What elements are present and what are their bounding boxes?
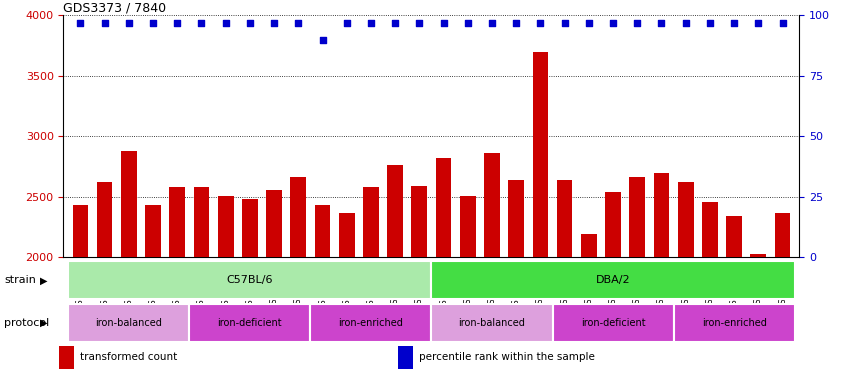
Bar: [315, 205, 331, 384]
Text: transformed count: transformed count: [80, 352, 178, 362]
Bar: [750, 254, 766, 384]
Text: iron-balanced: iron-balanced: [96, 318, 162, 328]
Point: [461, 20, 475, 26]
Bar: [194, 187, 209, 384]
Point: [703, 20, 717, 26]
Point: [340, 20, 354, 26]
Bar: [73, 205, 88, 384]
Point: [98, 20, 112, 26]
Point: [388, 20, 402, 26]
Point: [728, 20, 741, 26]
Text: GDS3373 / 7840: GDS3373 / 7840: [63, 1, 167, 14]
Bar: [411, 186, 427, 384]
Point: [655, 20, 668, 26]
Bar: [310, 303, 431, 342]
Text: iron-balanced: iron-balanced: [459, 318, 525, 328]
Bar: [69, 303, 190, 342]
Bar: [552, 303, 673, 342]
Text: iron-enriched: iron-enriched: [338, 318, 404, 328]
Point: [630, 20, 644, 26]
Bar: [775, 212, 790, 384]
Bar: [654, 173, 669, 384]
Text: iron-deficient: iron-deficient: [217, 318, 283, 328]
Point: [171, 20, 184, 26]
Bar: [460, 195, 475, 384]
Bar: [431, 261, 794, 300]
Point: [219, 20, 233, 26]
Bar: [702, 202, 717, 384]
Text: strain: strain: [4, 275, 36, 285]
Bar: [431, 303, 552, 342]
Point: [607, 20, 620, 26]
Point: [267, 20, 281, 26]
Bar: [532, 52, 548, 384]
Bar: [169, 187, 185, 384]
Bar: [581, 234, 596, 384]
Text: ▶: ▶: [41, 275, 47, 285]
Bar: [339, 212, 354, 384]
Point: [582, 20, 596, 26]
Point: [146, 20, 160, 26]
Point: [122, 20, 135, 26]
Bar: [508, 180, 524, 384]
Point: [316, 36, 329, 43]
Text: iron-deficient: iron-deficient: [580, 318, 645, 328]
Bar: [121, 151, 137, 384]
Bar: [484, 153, 500, 384]
Point: [74, 20, 87, 26]
Bar: [673, 303, 794, 342]
Bar: [146, 205, 161, 384]
Bar: [605, 192, 621, 384]
Point: [776, 20, 789, 26]
Text: DBA/2: DBA/2: [596, 275, 630, 285]
Bar: [217, 195, 233, 384]
Bar: [726, 216, 742, 384]
Bar: [69, 261, 431, 300]
Point: [437, 20, 450, 26]
Bar: [290, 177, 306, 384]
Point: [509, 20, 523, 26]
Point: [195, 20, 208, 26]
Point: [751, 20, 765, 26]
Point: [292, 20, 305, 26]
Point: [364, 20, 377, 26]
Text: ▶: ▶: [41, 318, 47, 328]
Bar: [363, 187, 379, 384]
Bar: [557, 180, 573, 384]
Point: [243, 20, 256, 26]
Text: percentile rank within the sample: percentile rank within the sample: [419, 352, 595, 362]
Point: [678, 20, 692, 26]
Bar: [266, 190, 282, 384]
Bar: [59, 346, 74, 369]
Bar: [96, 182, 113, 384]
Bar: [436, 158, 452, 384]
Point: [558, 20, 571, 26]
Bar: [398, 346, 413, 369]
Bar: [387, 166, 403, 384]
Bar: [190, 303, 310, 342]
Bar: [678, 182, 694, 384]
Point: [486, 20, 499, 26]
Point: [413, 20, 426, 26]
Text: protocol: protocol: [4, 318, 49, 328]
Bar: [242, 199, 258, 384]
Point: [534, 20, 547, 26]
Bar: [629, 177, 645, 384]
Text: C57BL/6: C57BL/6: [227, 275, 273, 285]
Text: iron-enriched: iron-enriched: [701, 318, 766, 328]
